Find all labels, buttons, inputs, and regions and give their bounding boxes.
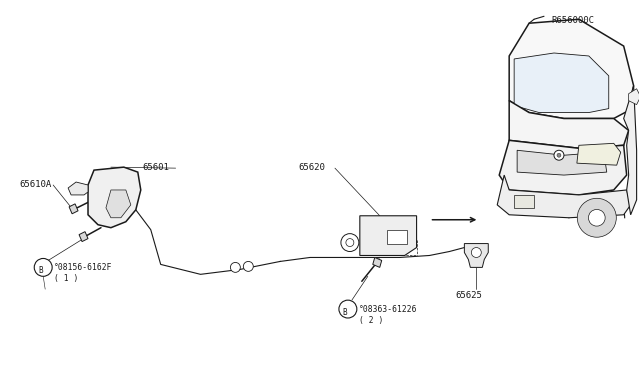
Text: 65625: 65625 <box>456 291 483 300</box>
Circle shape <box>339 300 357 318</box>
Polygon shape <box>514 195 534 208</box>
Text: R656000C: R656000C <box>551 16 594 25</box>
Circle shape <box>588 209 605 226</box>
Text: °08156-6162F: °08156-6162F <box>54 263 113 272</box>
Circle shape <box>471 247 481 257</box>
Text: °08363-61226: °08363-61226 <box>359 305 417 314</box>
Polygon shape <box>577 143 621 165</box>
Polygon shape <box>360 216 417 256</box>
Polygon shape <box>499 140 627 195</box>
Polygon shape <box>79 232 88 241</box>
Polygon shape <box>628 89 640 105</box>
Polygon shape <box>465 244 488 267</box>
Polygon shape <box>497 175 630 218</box>
Circle shape <box>554 150 564 160</box>
Polygon shape <box>69 204 78 214</box>
Polygon shape <box>517 150 607 175</box>
Text: ( 1 ): ( 1 ) <box>54 274 79 283</box>
Circle shape <box>341 234 359 251</box>
Circle shape <box>230 262 241 272</box>
Circle shape <box>346 238 354 247</box>
Polygon shape <box>509 19 634 119</box>
Circle shape <box>243 262 253 271</box>
Text: 65620: 65620 <box>298 163 325 172</box>
Text: ( 2 ): ( 2 ) <box>359 316 383 325</box>
Polygon shape <box>88 167 141 228</box>
Circle shape <box>557 153 561 157</box>
Circle shape <box>35 259 52 276</box>
Polygon shape <box>106 190 131 218</box>
Circle shape <box>577 198 616 237</box>
Text: 65610A: 65610A <box>19 180 52 189</box>
Text: 65601: 65601 <box>143 163 170 172</box>
Text: B: B <box>342 308 348 317</box>
Polygon shape <box>387 230 406 244</box>
Polygon shape <box>68 182 88 195</box>
Text: B: B <box>38 266 42 275</box>
Polygon shape <box>514 53 609 113</box>
Polygon shape <box>509 101 628 148</box>
Polygon shape <box>372 257 381 267</box>
Polygon shape <box>623 86 637 215</box>
